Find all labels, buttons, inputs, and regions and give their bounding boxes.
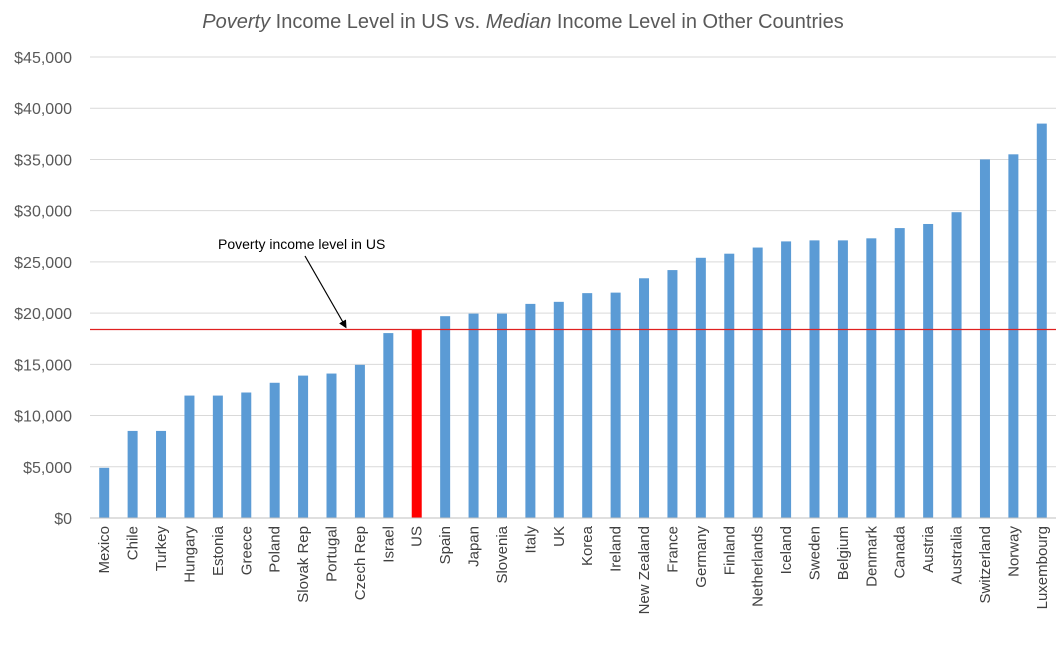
y-tick-label: $15,000 (14, 357, 72, 374)
y-tick-label: $10,000 (14, 409, 72, 426)
bar-norway (1008, 154, 1019, 519)
bar-czech-rep (354, 364, 365, 518)
y-tick-label: $25,000 (14, 255, 72, 272)
chart-title-part: Median (486, 11, 552, 33)
bar-spain (440, 316, 451, 518)
bar-new-zealand (639, 278, 650, 518)
x-tick-label: Australia (949, 525, 966, 584)
bars (90, 123, 1056, 519)
x-tick-label: Czech Rep (352, 526, 369, 600)
bar-france (667, 270, 678, 518)
x-tick-label: UK (551, 526, 568, 547)
bar-uk (553, 301, 564, 518)
x-tick-label: Iceland (778, 526, 795, 574)
bar-sweden (809, 240, 820, 518)
bar-mexico (99, 467, 110, 518)
x-tick-label: Ireland (608, 526, 625, 572)
bar-australia (951, 212, 962, 518)
chart-title-part: Income Level in US vs. (270, 11, 486, 33)
x-tick-label: Mexico (96, 526, 113, 574)
x-tick-label: Switzerland (977, 526, 994, 604)
x-axis-ticks: Mexico Chile Turkey Hungary Estonia Greece Pol… (96, 525, 1051, 614)
bar-germany (695, 257, 706, 518)
x-tick-label: Chile (125, 526, 142, 560)
y-tick-label: $40,000 (14, 101, 72, 118)
x-tick-label: Italy (522, 526, 539, 554)
x-tick-label: Belgium (835, 526, 852, 580)
bar-japan (468, 313, 479, 518)
x-tick-label: Israel (380, 526, 397, 563)
bar-israel (383, 333, 394, 518)
bar-slovak-rep (298, 375, 309, 518)
bar-finland (724, 253, 735, 518)
gridlines (90, 56, 1056, 468)
x-tick-label: Korea (579, 525, 596, 566)
bar-denmark (866, 238, 877, 518)
x-tick-label: France (664, 526, 681, 573)
x-tick-label: Hungary (181, 526, 198, 583)
annotation: Poverty income level in US (218, 236, 385, 329)
x-tick-label: Poland (267, 526, 284, 573)
bar-chile (127, 430, 138, 518)
bar-hungary (184, 395, 195, 518)
bar-luxembourg (1036, 123, 1047, 518)
x-tick-label: Finland (721, 526, 738, 575)
x-tick-label: Netherlands (750, 526, 767, 607)
bar-portugal (326, 373, 337, 518)
x-tick-label: Germany (693, 526, 710, 588)
x-tick-label: Turkey (153, 526, 170, 572)
bar-ireland (610, 292, 621, 518)
bar-korea (582, 293, 593, 518)
y-axis-ticks: $0 $5,000 $10,000 $15,000 $20,000 $25,000 $30,… (14, 50, 72, 528)
bar-greece (241, 392, 252, 518)
x-tick-label: Sweden (807, 526, 824, 580)
bar-highlight-us (411, 329, 422, 518)
y-tick-label: $45,000 (14, 50, 72, 67)
x-tick-label: Slovak Rep (295, 526, 312, 603)
bar-slovenia (496, 313, 507, 518)
y-tick-label: $35,000 (14, 152, 72, 169)
bar-canada (894, 228, 905, 519)
reference-line-label: Poverty income level in US (218, 236, 385, 252)
x-tick-label: Austria (920, 525, 937, 572)
y-tick-label: $5,000 (23, 460, 72, 477)
chart-title: Poverty Income Level in US vs. Median In… (202, 11, 843, 33)
bar-iceland (781, 241, 792, 518)
bar-switzerland (979, 159, 990, 518)
bar-netherlands (752, 247, 763, 518)
bar-turkey (156, 430, 167, 518)
x-tick-label: Greece (238, 526, 255, 575)
bar-italy (525, 303, 536, 518)
bar-poland (269, 382, 280, 518)
x-tick-label: Estonia (210, 525, 227, 576)
x-tick-label: Norway (1005, 526, 1022, 577)
y-tick-label: $20,000 (14, 306, 72, 323)
x-tick-label: Canada (892, 525, 909, 578)
x-tick-label: Portugal (324, 526, 341, 582)
x-tick-label: US (409, 526, 426, 547)
annotation-arrow (304, 255, 347, 329)
chart-title-part: Poverty (202, 11, 271, 33)
x-tick-label: Slovenia (494, 525, 511, 583)
bar-estonia (212, 395, 223, 518)
y-tick-label: $0 (54, 511, 72, 528)
y-tick-label: $30,000 (14, 204, 72, 221)
x-tick-label: Japan (466, 526, 483, 567)
x-tick-label: Luxembourg (1034, 526, 1051, 609)
x-tick-label: Denmark (863, 526, 880, 587)
chart-title-part: Income Level in Other Countries (551, 11, 843, 33)
bar-belgium (837, 240, 848, 518)
bar-austria (923, 223, 934, 519)
x-tick-label: Spain (437, 526, 454, 564)
x-tick-label: New Zealand (636, 526, 653, 614)
